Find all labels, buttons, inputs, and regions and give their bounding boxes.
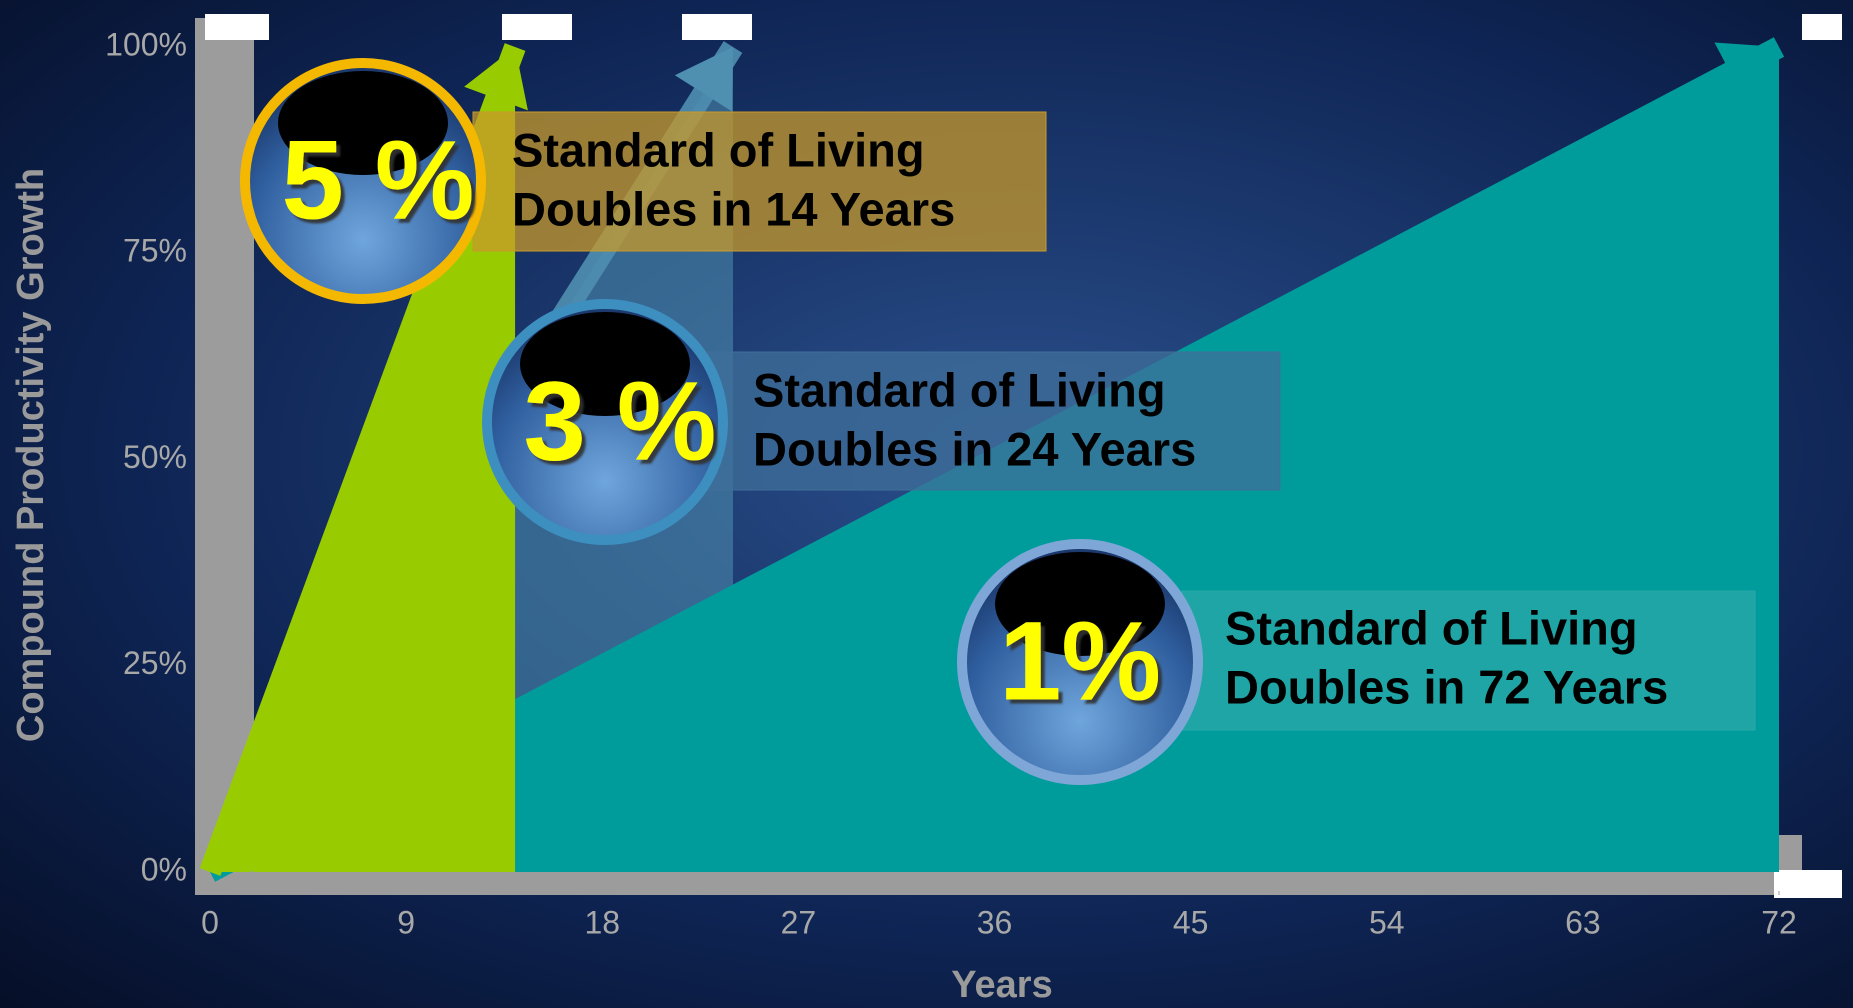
x-tick-label: 36: [977, 904, 1013, 940]
x-tick-label: 0: [201, 904, 219, 940]
legend-label: 1%: [999, 599, 1161, 724]
annotation: Doubles in 14 Years: [512, 182, 955, 235]
ball-shine: [995, 552, 1165, 656]
x-tick-label: 27: [781, 904, 817, 940]
decoration: [502, 14, 572, 40]
arrow-head: [674, 47, 733, 112]
annotation: Doubles in 24 Years: [753, 422, 1196, 475]
decoration: [1774, 870, 1842, 898]
x-tick-label: 45: [1173, 904, 1209, 940]
legend-label: 3 %: [524, 359, 717, 484]
decoration: [682, 14, 752, 40]
annotation: Standard of Living: [512, 123, 925, 176]
x-tick-label: 9: [397, 904, 415, 940]
y-tick-label: 0%: [141, 851, 187, 887]
label-box: [1181, 590, 1756, 731]
arrow-head: [464, 47, 528, 111]
decoration: [205, 14, 269, 40]
x-tick-label: 72: [1761, 904, 1797, 940]
y-axis-title: Compound Productivity Growth: [10, 168, 52, 742]
label-box: [472, 111, 1047, 252]
x-axis-title: Years: [951, 964, 1052, 1006]
ball-shine: [278, 71, 448, 175]
y-tick-label: 75%: [123, 233, 187, 269]
y-tick-label: 25%: [123, 645, 187, 681]
legend-label: 5 %: [282, 118, 475, 243]
y-tick-label: 50%: [123, 439, 187, 475]
decoration: [1802, 14, 1842, 40]
x-tick-label: 54: [1369, 904, 1405, 940]
annotation: Standard of Living: [753, 363, 1166, 416]
arrow-head: [1714, 42, 1779, 103]
x-tick-label: 18: [584, 904, 620, 940]
ball-shine: [520, 312, 690, 416]
annotation: Doubles in 72 Years: [1225, 660, 1668, 713]
annotation: Standard of Living: [1225, 601, 1638, 654]
y-tick-label: 100%: [105, 26, 187, 62]
x-tick-label: 63: [1565, 904, 1601, 940]
